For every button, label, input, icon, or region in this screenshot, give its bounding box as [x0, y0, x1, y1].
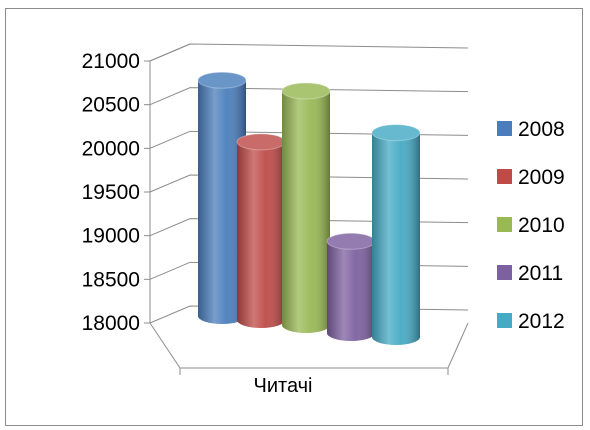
bar-2011 [326, 232, 376, 341]
legend: 2008 2009 2010 2011 2012 [497, 118, 565, 333]
bars [197, 71, 421, 345]
gridline [149, 87, 469, 106]
y-tick-label: 18500 [82, 268, 140, 291]
legend-swatch-2011 [497, 265, 512, 280]
y-tick-label: 20000 [82, 137, 140, 160]
legend-swatch-2012 [497, 313, 512, 328]
bar-2009 [236, 133, 286, 328]
gridline [149, 43, 469, 62]
x-axis-category: Читачі [254, 375, 313, 397]
y-tick-label: 19000 [82, 225, 140, 248]
y-tick-label: 20500 [82, 94, 140, 117]
y-tick-label: 21000 [82, 50, 140, 73]
legend-swatch-2010 [497, 217, 512, 232]
legend-label-2011: 2011 [518, 262, 563, 285]
bar-2012 [371, 124, 421, 345]
legend-swatch-2009 [497, 169, 512, 184]
y-tick-label: 19500 [82, 181, 140, 204]
y-tick-label: 18000 [82, 312, 140, 335]
legend-label-2012: 2012 [518, 310, 565, 333]
legend-label-2008: 2008 [518, 118, 565, 141]
x-category-label: Читачі [254, 375, 313, 397]
bar-2010 [281, 82, 331, 333]
bar-2008 [197, 71, 247, 324]
legend-label-2009: 2009 [518, 166, 565, 189]
legend-label-2010: 2010 [518, 214, 565, 237]
y-axis-ticks: 18000 18500 19000 19500 20000 20500 21000 [82, 50, 140, 335]
legend-swatch-2008 [497, 121, 512, 136]
floor [149, 322, 469, 369]
